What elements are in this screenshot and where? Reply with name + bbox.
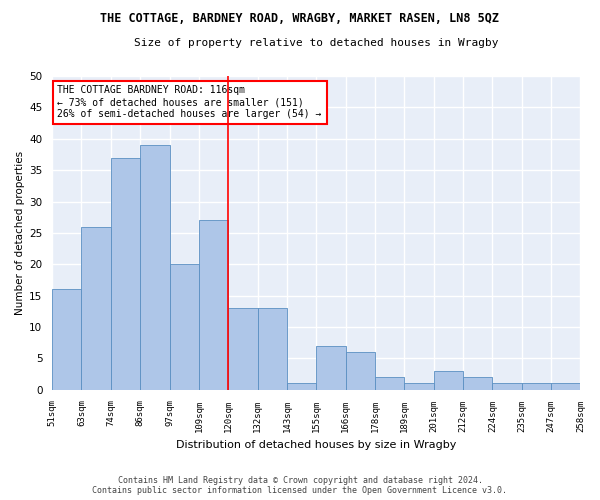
Text: THE COTTAGE BARDNEY ROAD: 116sqm
← 73% of detached houses are smaller (151)
26% : THE COTTAGE BARDNEY ROAD: 116sqm ← 73% o… <box>58 86 322 118</box>
Title: Size of property relative to detached houses in Wragby: Size of property relative to detached ho… <box>134 38 499 48</box>
Y-axis label: Number of detached properties: Number of detached properties <box>15 151 25 315</box>
Bar <box>316 346 346 390</box>
Bar <box>228 308 257 390</box>
Text: Contains HM Land Registry data © Crown copyright and database right 2024.
Contai: Contains HM Land Registry data © Crown c… <box>92 476 508 495</box>
Bar <box>434 371 463 390</box>
Bar <box>140 145 170 390</box>
Bar <box>111 158 140 390</box>
Bar <box>375 377 404 390</box>
Bar <box>170 264 199 390</box>
Text: THE COTTAGE, BARDNEY ROAD, WRAGBY, MARKET RASEN, LN8 5QZ: THE COTTAGE, BARDNEY ROAD, WRAGBY, MARKE… <box>101 12 499 26</box>
Bar <box>463 377 493 390</box>
Bar <box>551 384 580 390</box>
Bar <box>287 384 316 390</box>
Bar <box>493 384 522 390</box>
Bar <box>52 290 82 390</box>
Bar <box>346 352 375 390</box>
Bar <box>404 384 434 390</box>
X-axis label: Distribution of detached houses by size in Wragby: Distribution of detached houses by size … <box>176 440 457 450</box>
Bar <box>199 220 228 390</box>
Bar <box>82 226 111 390</box>
Bar <box>257 308 287 390</box>
Bar <box>522 384 551 390</box>
